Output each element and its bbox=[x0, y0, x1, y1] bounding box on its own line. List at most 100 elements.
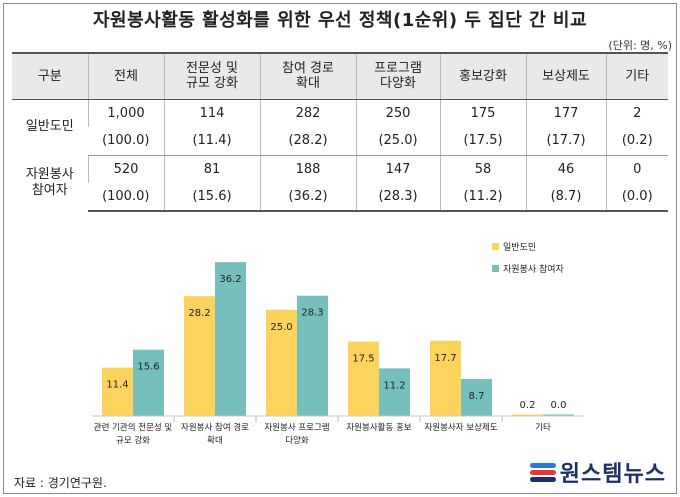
table-header-text: 확대 bbox=[296, 76, 320, 92]
table-header-text: 기타 bbox=[625, 68, 650, 84]
table-cell: 177 bbox=[525, 99, 606, 127]
table-cell: (11.4) bbox=[163, 127, 260, 156]
table-header-text: 구분 bbox=[37, 68, 62, 84]
table-cell: 1,000 bbox=[87, 99, 164, 127]
table-cell: (11.2) bbox=[439, 183, 526, 212]
table-cell: 81 bbox=[163, 155, 260, 183]
table-cell: (36.2) bbox=[259, 183, 356, 212]
row-group-label: 일반도민 bbox=[12, 99, 88, 155]
table-row: (100.0) (11.4) (28.2) (25.0) (17.5) (17.… bbox=[12, 127, 668, 156]
page-title: 자원봉사활동 활성화를 위한 우선 정책(1순위) 두 집단 간 비교 bbox=[92, 10, 588, 31]
category-label: 확대 bbox=[207, 435, 223, 446]
brand-logo: 원스템뉴스 bbox=[529, 456, 666, 488]
table-header-cell: 홍보강화 bbox=[439, 52, 526, 100]
table-cell: 175 bbox=[439, 99, 526, 127]
table-header-text: 전문성 및 bbox=[186, 61, 238, 77]
legend-label: 일반도민 bbox=[503, 242, 536, 253]
table-row: 자원봉사 참여자 520 81 188 147 58 46 0 bbox=[12, 155, 668, 198]
bar-volunteer bbox=[133, 349, 164, 416]
table-header-cell: 보상제도 bbox=[525, 52, 606, 100]
table-cell: 114 bbox=[163, 99, 260, 127]
logo-text: 원스템뉴스 bbox=[559, 462, 666, 487]
legend-label: 자원봉사 참여자 bbox=[503, 263, 565, 275]
bar-volunteer bbox=[215, 262, 246, 416]
bar-volunteer bbox=[543, 414, 574, 416]
table-cell: 188 bbox=[259, 155, 356, 183]
data-label: 11.4 bbox=[106, 380, 128, 391]
table-header-text: 다양화 bbox=[380, 76, 416, 92]
table-cell: (8.7) bbox=[525, 183, 606, 212]
data-label: 17.5 bbox=[352, 354, 374, 365]
source-note: 자료 : 경기연구원. bbox=[14, 476, 107, 490]
table-cell: 250 bbox=[355, 99, 440, 127]
bar-general-public bbox=[512, 414, 543, 416]
table-cell: 147 bbox=[355, 155, 440, 183]
table-header-cell: 전체 bbox=[87, 52, 164, 100]
table-cell: 282 bbox=[259, 99, 356, 127]
bar-volunteer bbox=[461, 379, 492, 416]
bar-general-public bbox=[266, 309, 297, 416]
bar-general-public bbox=[184, 296, 215, 416]
bar-volunteer bbox=[379, 368, 410, 416]
data-label: 11.2 bbox=[383, 380, 405, 391]
category-label: 규모 강화 bbox=[116, 435, 150, 446]
table-cell: 58 bbox=[439, 155, 526, 183]
stats-table: 구분 전체 전문성 및 규모 강화 참여 경로 확대 프로그램 다양화 홍보강화 보상… bbox=[12, 52, 668, 212]
bar-general-public bbox=[102, 367, 133, 416]
table-cell: 0 bbox=[605, 155, 668, 183]
unit-note: (단위: 명, %) bbox=[608, 39, 672, 52]
category-label: 관련 기관의 전문성 및 bbox=[94, 422, 173, 433]
table-cell: (0.0) bbox=[605, 183, 668, 212]
table-header-text: 프로그램 bbox=[374, 61, 422, 77]
table-header-cell: 참여 경로 확대 bbox=[259, 52, 356, 100]
row-group-text: 참여자 bbox=[31, 183, 68, 198]
data-label: 15.6 bbox=[137, 362, 159, 373]
row-group-text: 일반도민 bbox=[25, 119, 74, 135]
table-header-text: 보상제도 bbox=[542, 68, 590, 84]
bar-volunteer bbox=[297, 295, 328, 416]
table-cell: (15.6) bbox=[163, 183, 260, 212]
table-cell: (100.0) bbox=[88, 127, 164, 156]
category-label: 자원봉사 참여 경로 bbox=[181, 422, 249, 433]
data-label: 28.2 bbox=[188, 308, 210, 319]
data-label: 8.7 bbox=[469, 391, 485, 402]
bar-general-public bbox=[348, 341, 379, 416]
bar-general-public bbox=[430, 340, 461, 416]
category-label: 자원봉사활동 홍보 bbox=[346, 422, 411, 433]
category-label: 다양화 bbox=[285, 435, 309, 446]
table-cell: 520 bbox=[87, 155, 164, 183]
category-label: 자원봉사자 보상제도 bbox=[424, 422, 497, 433]
logo-stripe bbox=[529, 470, 556, 475]
logo-stripe bbox=[529, 477, 556, 482]
data-label: 36.2 bbox=[219, 274, 241, 285]
figure-frame bbox=[3, 3, 677, 494]
table-header-row: 구분 전체 전문성 및 규모 강화 참여 경로 확대 프로그램 다양화 홍보강화 보상… bbox=[12, 52, 668, 100]
logo-mark-icon bbox=[529, 460, 556, 484]
table-cell: 46 bbox=[525, 155, 606, 183]
table-header-cell: 프로그램 다양화 bbox=[355, 52, 440, 100]
row-group-label: 자원봉사 참여자 bbox=[12, 155, 88, 211]
table-header-cell: 전문성 및 규모 강화 bbox=[163, 52, 260, 100]
table-cell: (0.2) bbox=[605, 127, 668, 156]
table-header-text: 규모 강화 bbox=[186, 76, 238, 92]
data-label: 28.3 bbox=[301, 308, 323, 319]
logo-stripe bbox=[529, 463, 556, 468]
data-label: 0.2 bbox=[520, 400, 536, 411]
category-label: 자원봉사 프로그램 bbox=[264, 422, 329, 433]
table-header-text: 전체 bbox=[114, 68, 138, 84]
legend-swatch bbox=[492, 243, 499, 250]
table-cell: (17.5) bbox=[439, 127, 526, 156]
table-cell: (100.0) bbox=[88, 183, 164, 212]
table-cell: (28.3) bbox=[355, 183, 440, 212]
table-cell: (28.2) bbox=[259, 127, 356, 156]
table-cell: (25.0) bbox=[355, 127, 440, 156]
data-label: 0.0 bbox=[551, 400, 567, 411]
row-group-text: 자원봉사 bbox=[25, 167, 74, 182]
table-header-text: 홍보강화 bbox=[459, 68, 507, 84]
table-row: 일반도민 1,000 114 282 250 175 177 2 bbox=[12, 99, 668, 134]
data-label: 25.0 bbox=[270, 322, 292, 333]
data-label: 17.7 bbox=[434, 353, 456, 364]
category-label: 기타 bbox=[535, 423, 551, 433]
table-header-text: 참여 경로 bbox=[282, 61, 334, 77]
